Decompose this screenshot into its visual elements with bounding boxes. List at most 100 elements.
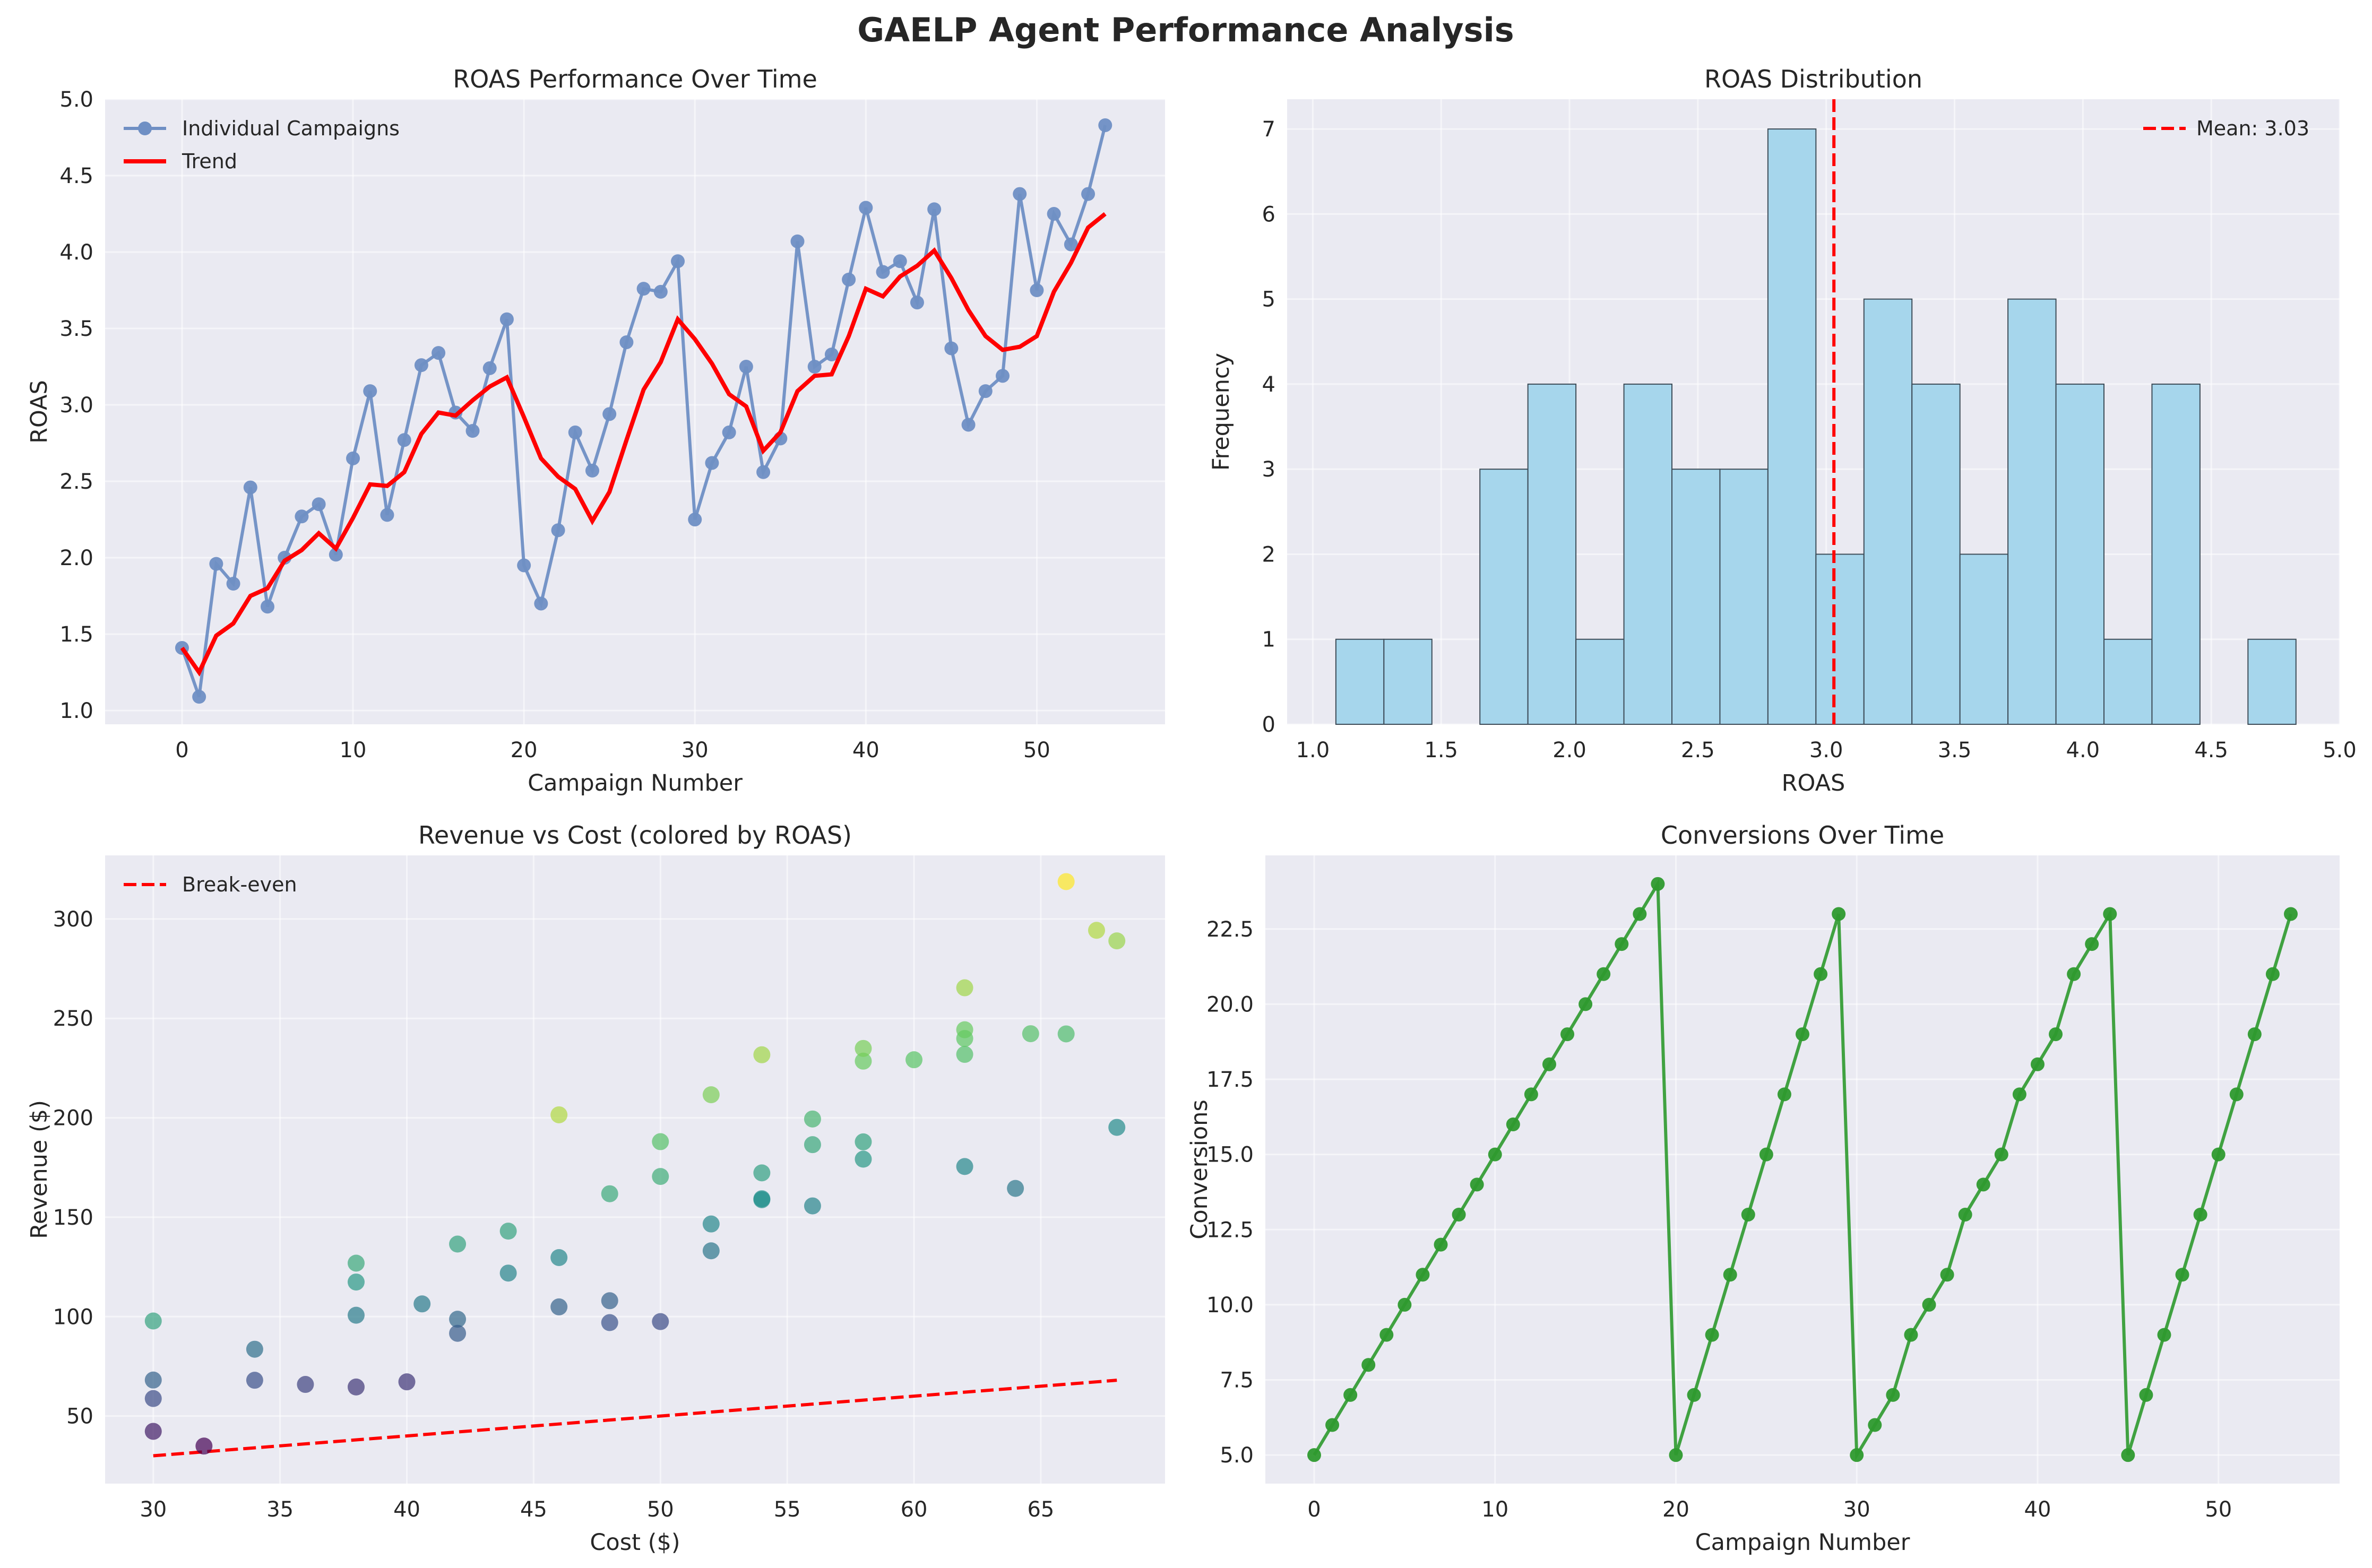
conversions-point xyxy=(2284,907,2298,921)
campaign-point xyxy=(585,463,599,478)
y-tick-label: 17.5 xyxy=(1206,1068,1254,1092)
conversions-point xyxy=(1723,1268,1737,1282)
scatter-point xyxy=(144,1390,162,1407)
x-tick-label: 2.5 xyxy=(1681,738,1715,763)
scatter-point xyxy=(753,1191,771,1208)
campaign-point xyxy=(910,296,924,310)
conversions-point xyxy=(1470,1177,1484,1192)
scatter-point xyxy=(956,1021,973,1038)
conversions-point xyxy=(1669,1448,1683,1462)
scatter-point xyxy=(804,1110,821,1128)
x-tick-label: 30 xyxy=(682,738,709,763)
scatter-point xyxy=(956,1046,973,1063)
scatter-point xyxy=(652,1313,669,1330)
scatter-point xyxy=(195,1437,213,1455)
scatter-point xyxy=(144,1312,162,1330)
y-tick-label: 3.5 xyxy=(59,317,93,341)
y-tick-label: 0 xyxy=(1262,713,1275,737)
campaign-point xyxy=(243,480,257,495)
conversions-point xyxy=(2030,1057,2045,1071)
y-axis-label: ROAS xyxy=(26,380,53,444)
conversions-point xyxy=(1560,1027,1575,1042)
histogram-bar xyxy=(2055,383,2105,725)
x-tick-label: 65 xyxy=(1027,1497,1054,1522)
scatter-point xyxy=(753,1164,771,1182)
legend-mean-label: Mean: 3.03 xyxy=(2196,117,2309,140)
campaign-point xyxy=(346,451,360,465)
campaign-point xyxy=(312,497,326,512)
conversions-point xyxy=(2229,1087,2244,1102)
conversions-point xyxy=(1850,1448,1864,1462)
histogram-bar xyxy=(1671,469,1721,725)
scatter-point xyxy=(702,1242,720,1260)
campaign-point xyxy=(499,312,514,326)
conversions-point xyxy=(1524,1087,1538,1102)
campaign-point xyxy=(944,341,959,356)
scatter-point xyxy=(449,1324,467,1342)
conversions-point xyxy=(2103,907,2117,921)
histogram-bar xyxy=(1575,638,1625,725)
chart-title: Revenue vs Cost (colored by ROAS) xyxy=(418,821,852,850)
x-tick-label: 10 xyxy=(1481,1497,1508,1522)
histogram-bar xyxy=(1335,638,1385,725)
x-tick-label: 1.5 xyxy=(1424,738,1458,763)
conversions-point xyxy=(1940,1268,1954,1282)
histogram-bar xyxy=(2247,638,2297,725)
scatter-point xyxy=(246,1340,263,1358)
conversions-point xyxy=(1506,1117,1520,1132)
conversions-point xyxy=(2175,1268,2189,1282)
histogram-bar xyxy=(1479,469,1529,725)
x-tick-label: 40 xyxy=(2024,1497,2051,1522)
x-tick-label: 0 xyxy=(175,738,188,763)
x-tick-label: 40 xyxy=(852,738,879,763)
scatter-point xyxy=(550,1249,568,1266)
x-tick-label: 30 xyxy=(140,1497,167,1522)
scatter-point xyxy=(1057,1025,1075,1043)
x-axis-label: Campaign Number xyxy=(528,770,743,796)
chart-title: Conversions Over Time xyxy=(1661,821,1944,850)
scatter-point xyxy=(601,1314,618,1331)
scatter-point xyxy=(753,1046,771,1063)
scatter-point xyxy=(855,1039,872,1057)
conversions-point xyxy=(1579,997,1593,1011)
campaign-point xyxy=(551,523,565,538)
scatter-point xyxy=(499,1264,517,1282)
scatter-point xyxy=(144,1371,162,1389)
scatter-point xyxy=(652,1133,669,1150)
scatter-point xyxy=(601,1292,618,1310)
x-tick-label: 10 xyxy=(340,738,367,763)
conversions-point xyxy=(1633,907,1647,921)
y-tick-label: 250 xyxy=(53,1007,93,1031)
rev-cost-panel: 30 35 40 45 50 55 60 65 50 100 150 200 250 300 Revenue… xyxy=(26,821,1165,1556)
scatter-point xyxy=(449,1311,467,1328)
x-tick-label: 4.5 xyxy=(2194,738,2228,763)
y-tick-label: 12.5 xyxy=(1206,1218,1254,1242)
conversions-point xyxy=(1398,1297,1412,1312)
y-tick-label: 22.5 xyxy=(1206,917,1254,942)
conversions-point xyxy=(2193,1207,2207,1222)
campaign-point xyxy=(653,284,668,299)
histogram-bar xyxy=(1383,638,1433,725)
campaign-point xyxy=(790,234,805,248)
conversions-point xyxy=(1759,1147,1773,1162)
campaign-point xyxy=(380,508,394,522)
scatter-point xyxy=(550,1298,568,1315)
histogram-bar xyxy=(1623,383,1673,725)
histogram-bar xyxy=(2103,638,2153,725)
x-axis-label: Cost ($) xyxy=(590,1529,680,1556)
scatter-point xyxy=(702,1215,720,1233)
x-tick-label: 55 xyxy=(774,1497,801,1522)
y-tick-label: 150 xyxy=(53,1206,93,1230)
conversions-point xyxy=(1868,1418,1882,1432)
campaign-point xyxy=(978,384,993,399)
campaign-point xyxy=(996,369,1010,383)
scatter-point xyxy=(449,1235,467,1253)
scatter-point xyxy=(1007,1180,1024,1197)
campaign-point xyxy=(739,360,753,374)
conversions-point xyxy=(1886,1388,1900,1402)
conversions-point xyxy=(1615,937,1629,951)
y-tick-label: 4.0 xyxy=(59,240,93,265)
conversions-point xyxy=(1777,1087,1791,1102)
y-tick-label: 5.0 xyxy=(1220,1443,1254,1468)
